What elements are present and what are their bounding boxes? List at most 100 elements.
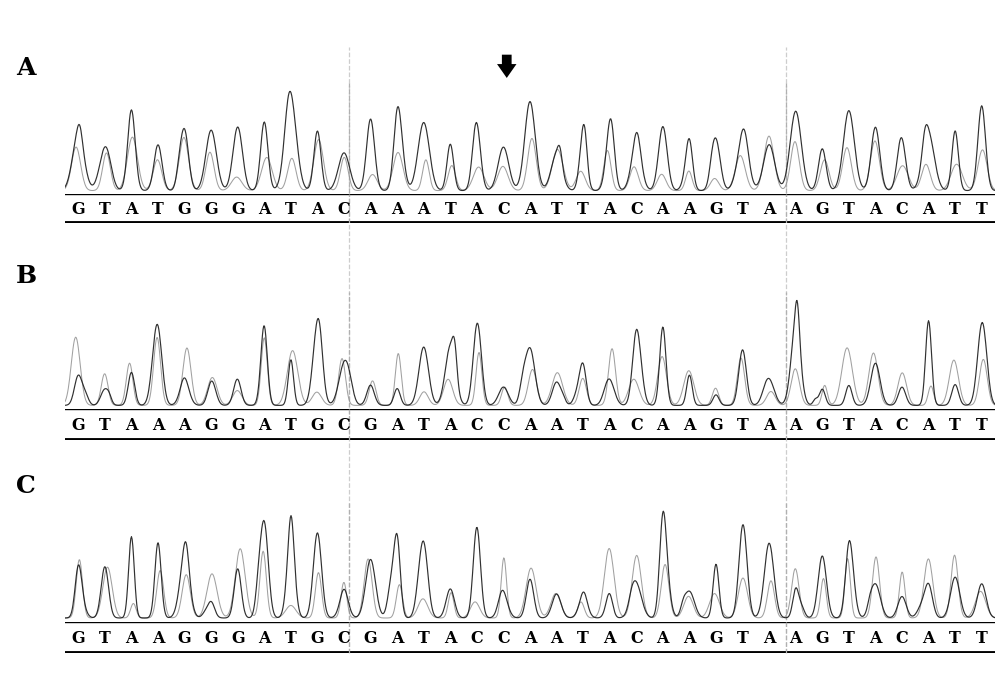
Text: T: T — [99, 201, 111, 218]
Text: C: C — [497, 201, 510, 218]
Text: A: A — [258, 630, 271, 647]
Text: T: T — [843, 201, 855, 218]
Text: T: T — [737, 417, 748, 434]
Text: T: T — [737, 630, 748, 647]
Text: A: A — [417, 201, 430, 218]
Text: A: A — [471, 201, 483, 218]
Text: A: A — [683, 201, 696, 218]
Text: C: C — [497, 630, 510, 647]
Text: G: G — [709, 417, 723, 434]
Text: C: C — [630, 201, 643, 218]
Text: C: C — [470, 630, 483, 647]
Text: A: A — [152, 630, 164, 647]
Text: A: A — [789, 630, 802, 647]
Text: C: C — [338, 630, 350, 647]
Text: T: T — [976, 417, 988, 434]
Text: A: A — [152, 417, 164, 434]
Text: T: T — [152, 201, 164, 218]
Text: G: G — [311, 417, 324, 434]
Text: A: A — [391, 417, 403, 434]
Text: A: A — [311, 201, 324, 218]
Text: A: A — [603, 630, 616, 647]
Text: A: A — [763, 630, 775, 647]
Text: T: T — [843, 630, 855, 647]
Text: T: T — [418, 417, 430, 434]
Text: T: T — [99, 417, 111, 434]
Text: C: C — [470, 417, 483, 434]
Text: T: T — [577, 630, 589, 647]
Text: G: G — [815, 201, 829, 218]
Text: A: A — [657, 201, 669, 218]
Text: A: A — [763, 201, 775, 218]
Text: A: A — [444, 630, 457, 647]
Text: G: G — [178, 630, 191, 647]
Text: G: G — [204, 630, 218, 647]
Text: G: G — [231, 417, 245, 434]
Text: A: A — [258, 417, 271, 434]
Text: G: G — [364, 417, 377, 434]
Text: A: A — [603, 417, 616, 434]
Text: T: T — [976, 201, 988, 218]
Text: G: G — [364, 630, 377, 647]
Text: G: G — [709, 201, 723, 218]
Text: A: A — [869, 201, 882, 218]
Text: T: T — [285, 417, 297, 434]
Text: A: A — [922, 201, 935, 218]
Text: A: A — [763, 417, 775, 434]
Text: G: G — [815, 630, 829, 647]
Text: C: C — [338, 417, 350, 434]
Text: T: T — [99, 630, 111, 647]
Text: A: A — [524, 201, 536, 218]
Text: C: C — [16, 474, 36, 498]
Text: A: A — [258, 201, 271, 218]
Text: C: C — [896, 417, 908, 434]
Text: A: A — [125, 201, 138, 218]
Text: A: A — [391, 630, 403, 647]
Text: T: T — [551, 201, 562, 218]
Text: G: G — [231, 201, 245, 218]
Text: A: A — [657, 630, 669, 647]
Text: G: G — [178, 201, 191, 218]
Text: A: A — [683, 417, 696, 434]
Text: A: A — [869, 417, 882, 434]
Text: A: A — [178, 417, 191, 434]
Text: T: T — [577, 417, 589, 434]
Text: A: A — [922, 417, 935, 434]
Text: T: T — [976, 630, 988, 647]
Text: A: A — [524, 630, 536, 647]
Text: C: C — [497, 417, 510, 434]
Text: A: A — [789, 201, 802, 218]
Text: G: G — [204, 417, 218, 434]
Text: A: A — [524, 417, 536, 434]
Text: T: T — [949, 201, 961, 218]
Text: A: A — [789, 417, 802, 434]
Text: T: T — [418, 630, 430, 647]
Text: G: G — [815, 417, 829, 434]
Text: G: G — [71, 630, 85, 647]
Text: C: C — [896, 201, 908, 218]
Text: A: A — [683, 630, 696, 647]
Text: T: T — [737, 201, 748, 218]
Text: C: C — [338, 201, 350, 218]
Text: T: T — [444, 201, 456, 218]
Text: A: A — [657, 417, 669, 434]
Text: C: C — [630, 417, 643, 434]
Text: A: A — [391, 201, 403, 218]
Text: A: A — [550, 630, 563, 647]
Text: G: G — [311, 630, 324, 647]
Text: A: A — [364, 201, 377, 218]
Text: G: G — [709, 630, 723, 647]
Text: T: T — [285, 630, 297, 647]
Text: A: A — [922, 630, 935, 647]
Text: T: T — [949, 417, 961, 434]
Text: A: A — [16, 56, 36, 80]
Text: T: T — [285, 201, 297, 218]
Text: A: A — [444, 417, 457, 434]
Text: C: C — [630, 630, 643, 647]
Text: A: A — [125, 630, 138, 647]
Text: T: T — [843, 417, 855, 434]
Text: G: G — [71, 417, 85, 434]
Text: A: A — [550, 417, 563, 434]
Text: T: T — [577, 201, 589, 218]
Text: T: T — [949, 630, 961, 647]
